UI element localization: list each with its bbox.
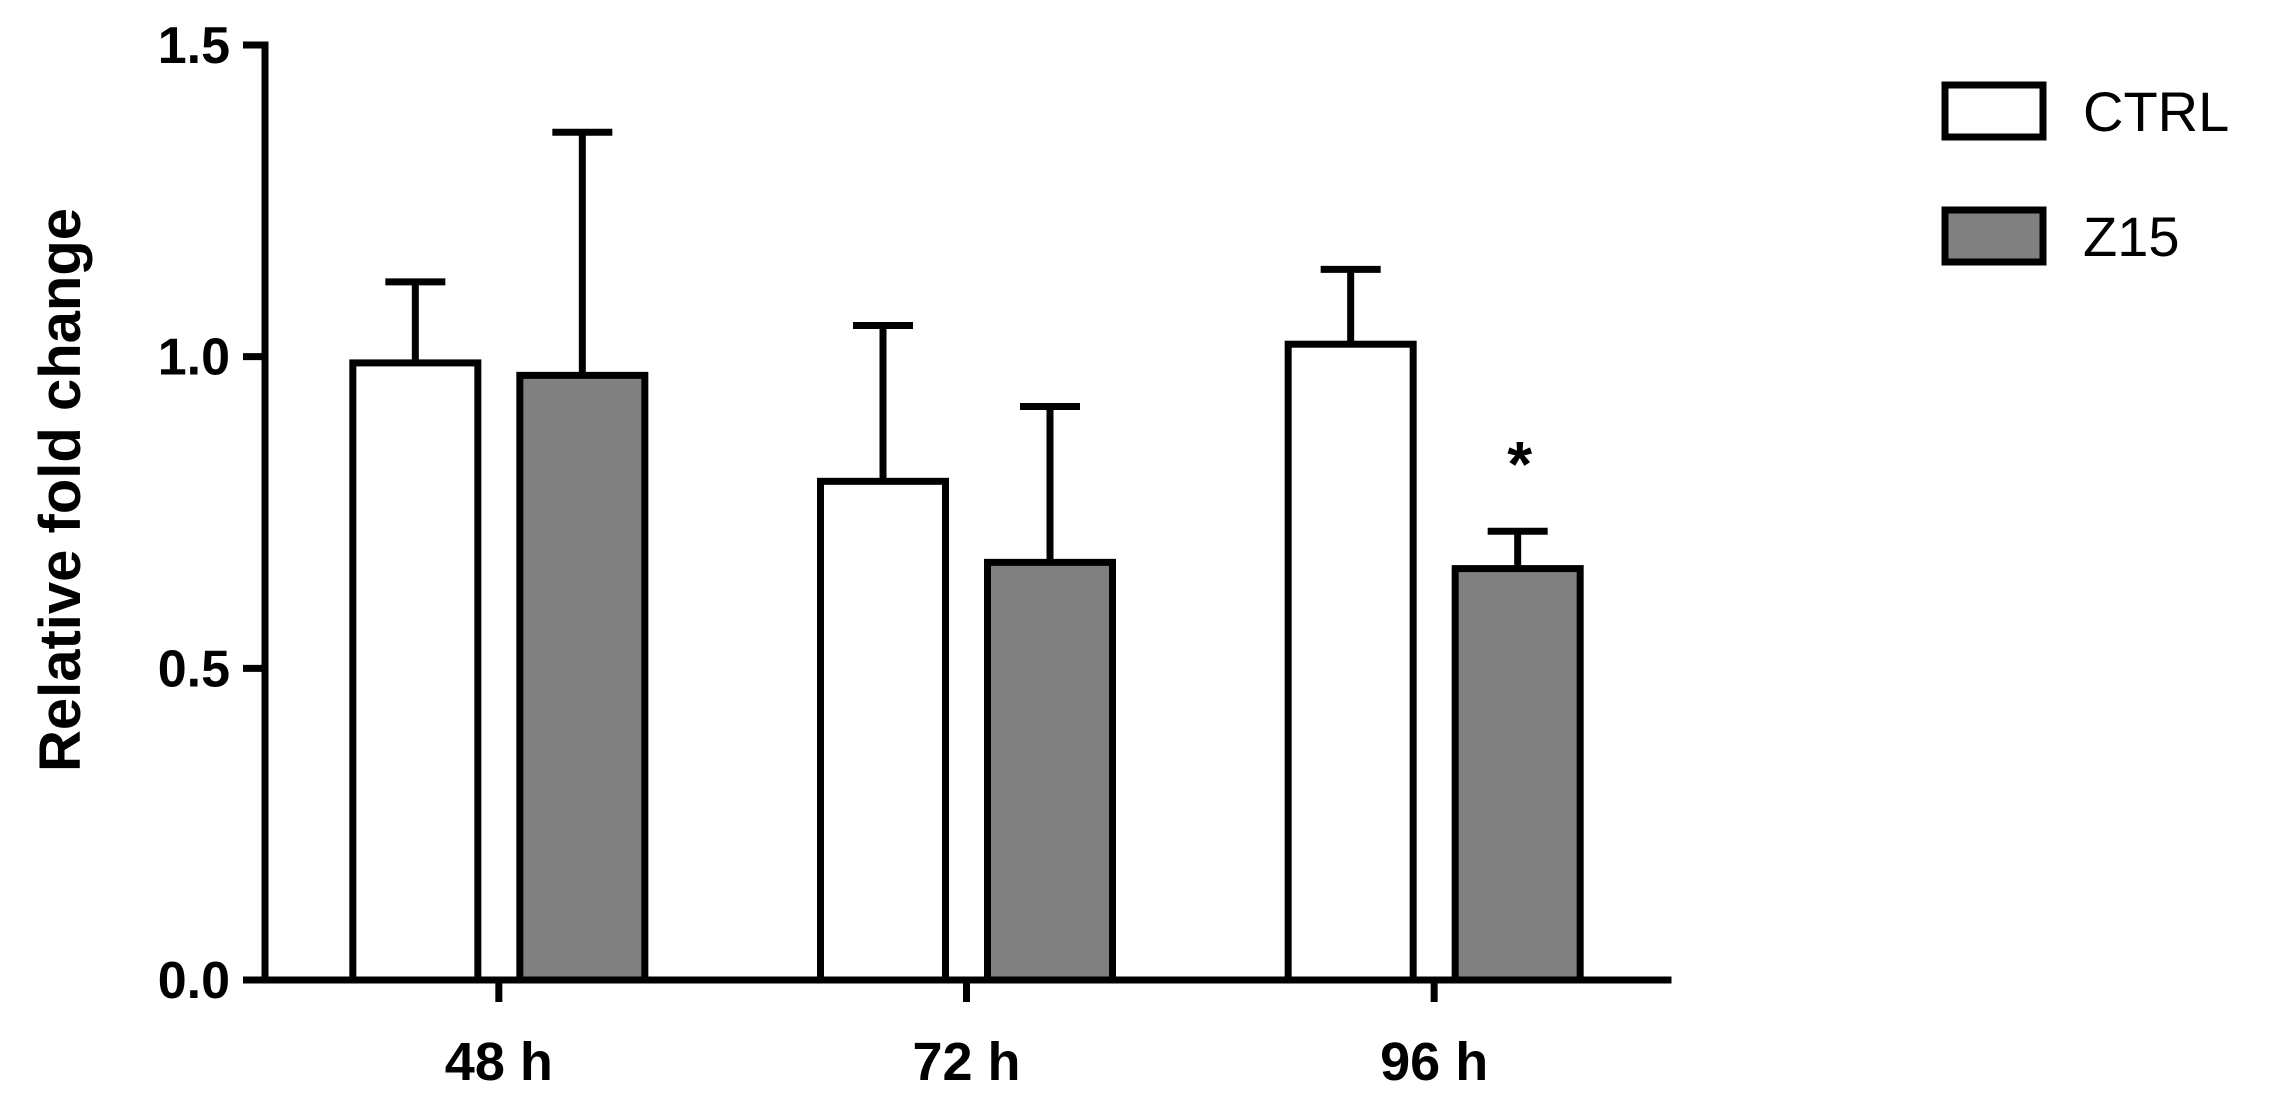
- legend-swatch-ctrl: [1941, 81, 2047, 141]
- bar-z15-96h: [1451, 565, 1584, 984]
- bar-z15-72h: [984, 558, 1116, 984]
- legend-label-ctrl: CTRL: [2083, 80, 2229, 143]
- y-tick-label: 0.0: [158, 952, 230, 1010]
- bar-ctrl-96h: [1284, 340, 1417, 984]
- labels: Relative fold change *: [28, 208, 1532, 772]
- axes: 0.0 0.5 1.0 1.5 48 h 72 h 96 h: [158, 17, 1672, 1092]
- legend: CTRL Z15: [1941, 80, 2229, 268]
- significance-marker: *: [1507, 428, 1532, 500]
- y-tick-label: 1.5: [158, 17, 230, 75]
- bar-ctrl-72h: [817, 477, 949, 984]
- bar-ctrl-48h: [349, 359, 482, 984]
- y-tick-label: 1.0: [158, 329, 230, 387]
- x-tick-label: 48 h: [445, 1032, 553, 1092]
- bars: [349, 128, 1584, 984]
- x-tick-label: 96 h: [1380, 1032, 1488, 1092]
- legend-label-z15: Z15: [2083, 205, 2180, 268]
- y-tick-label: 0.5: [158, 640, 230, 698]
- y-axis-title: Relative fold change: [28, 208, 93, 772]
- x-tick-label: 72 h: [912, 1032, 1020, 1092]
- legend-swatch-z15: [1941, 206, 2047, 266]
- bar-z15-48h: [516, 371, 649, 984]
